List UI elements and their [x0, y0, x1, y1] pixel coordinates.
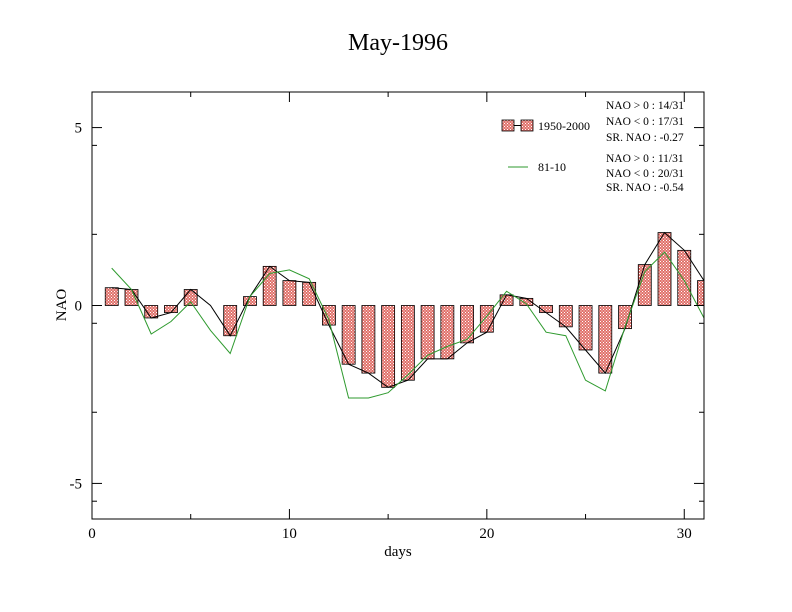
- bar-day-11: [302, 281, 317, 306]
- legend: 1950-2000 81-10 NAO > 0 : 14/31 NAO < 0 …: [501, 100, 684, 194]
- stat-8110-sr: SR. NAO : -0.54: [606, 182, 684, 194]
- legend-label-1950: 1950-2000: [538, 119, 590, 133]
- bar-day-16: [400, 305, 415, 381]
- y-tick-label-5: 5: [75, 121, 83, 137]
- bar-day-27: [618, 305, 632, 330]
- bar-day-2: [124, 289, 139, 306]
- bar-day-14: [361, 305, 376, 374]
- legend-swatch-1950: [501, 119, 515, 132]
- plot-frame: [91, 91, 705, 520]
- bar-day-10: [282, 280, 297, 306]
- y-tick-label-0: 0: [75, 299, 83, 315]
- stat-8110-neg: NAO < 0 : 20/31: [606, 168, 684, 180]
- bar-day-1: [104, 287, 119, 306]
- bar-day-17: [420, 305, 435, 360]
- x-tick-label-20: 20: [479, 526, 494, 542]
- line-81-10: [111, 251, 705, 399]
- bar-day-25: [578, 305, 593, 351]
- axes-layer: 0 10 20 30 -5 0 5: [70, 92, 704, 542]
- bar-day-15: [381, 305, 396, 388]
- line-1950-2000: [111, 231, 705, 388]
- y-tick-label--5: -5: [70, 476, 83, 492]
- bar-day-30: [677, 249, 692, 306]
- stat-8110-pos: NAO > 0 : 11/31: [606, 153, 684, 165]
- stat-1950-pos: NAO > 0 : 14/31: [606, 100, 684, 112]
- bars-layer: [104, 232, 705, 388]
- bar-day-29: [657, 232, 672, 306]
- y-axis-label: NAO: [54, 289, 70, 322]
- lines-layer: [111, 231, 705, 399]
- bar-day-20: [479, 305, 494, 333]
- bar-day-31: [697, 280, 705, 306]
- bar-day-5: [183, 289, 198, 306]
- x-tick-label-30: 30: [677, 526, 692, 542]
- stat-1950-sr: SR. NAO : -0.27: [606, 132, 684, 144]
- bar-day-18: [440, 305, 455, 360]
- bar-day-19: [460, 305, 474, 344]
- legend-label-8110: 81-10: [538, 160, 566, 174]
- legend-swatch-1950-b: [520, 119, 534, 132]
- stat-1950-neg: NAO < 0 : 17/31: [606, 116, 684, 128]
- x-tick-label-10: 10: [282, 526, 297, 542]
- x-axis-label: days: [384, 544, 412, 560]
- chart-title: May-1996: [348, 30, 448, 56]
- bar-day-7: [223, 305, 238, 337]
- x-tick-label-0: 0: [88, 526, 96, 542]
